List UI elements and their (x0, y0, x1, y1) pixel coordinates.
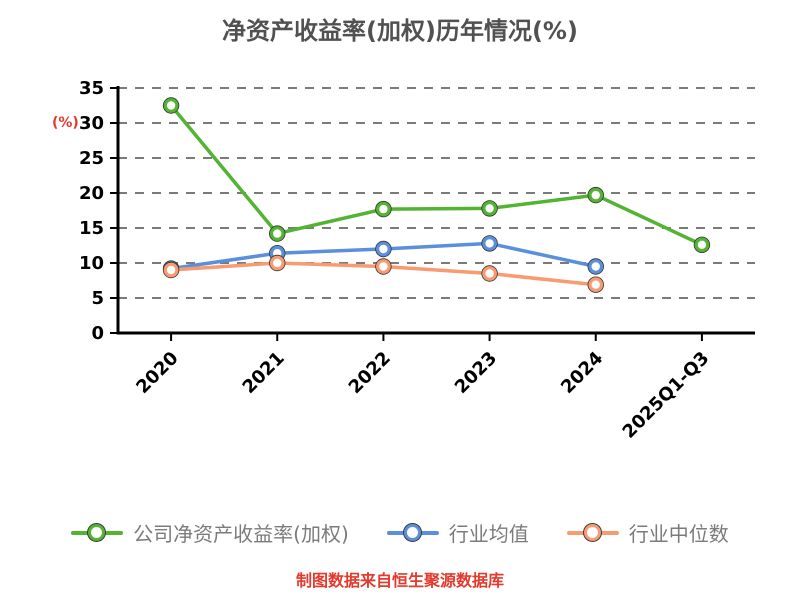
y-tick-label: 30 (79, 113, 104, 134)
legend-item-industry-median: 行业中位数 (566, 518, 729, 547)
data-point (269, 226, 285, 242)
gridlines (118, 87, 755, 299)
x-tick-label: 2022 (345, 348, 395, 398)
legend-dot-swatch (583, 523, 601, 541)
data-point (376, 259, 391, 274)
data-point (588, 277, 604, 293)
data-point (163, 98, 179, 113)
industry-mean-marker-icon (386, 523, 439, 543)
legend-dot-swatch (88, 523, 106, 541)
data-point (588, 187, 604, 203)
y-axis-unit-label: (%) (52, 115, 79, 131)
x-tick-label: 2021 (239, 348, 289, 398)
legend-dot-swatch (403, 523, 421, 541)
x-axis-ticks: 2020 2021 2022 2023 2024 2025Q1-Q3 (132, 333, 713, 443)
legend-item-industry-mean: 行业均值 (386, 518, 529, 547)
data-point (588, 259, 604, 274)
series-lines (162, 97, 711, 293)
x-tick-label: 2025Q1-Q3 (619, 348, 714, 443)
data-point (694, 237, 710, 253)
y-axis-ticks: 0 5 10 15 20 25 30 35 (79, 78, 118, 344)
y-tick-label: 15 (79, 218, 104, 239)
legend-item-company-roe: 公司净资产收益率(加权) (71, 518, 349, 547)
company-roe-marker-icon (71, 523, 124, 543)
y-tick-label: 25 (79, 148, 104, 169)
legend-label: 行业均值 (448, 522, 529, 546)
y-tick-label: 20 (79, 183, 104, 204)
y-tick-label: 10 (79, 253, 104, 274)
data-point (163, 262, 179, 278)
x-tick-label: 2020 (132, 348, 182, 398)
x-tick-label: 2023 (451, 348, 501, 398)
data-source-note: 制图数据来自恒生聚源数据库 (295, 571, 504, 590)
x-tick-label: 2024 (557, 348, 607, 398)
legend-label: 公司净资产收益率(加权) (133, 522, 349, 546)
y-tick-label: 0 (91, 323, 104, 344)
y-tick-label: 35 (79, 78, 104, 99)
y-tick-label: 5 (91, 288, 104, 309)
legend: 公司净资产收益率(加权) 行业均值 行业中位数 (0, 518, 800, 547)
industry-median-marker-icon (566, 523, 619, 543)
series-line (169, 103, 704, 247)
data-point (269, 255, 285, 271)
data-point (482, 235, 497, 251)
plot-area: 0 5 10 15 20 25 30 35 2020 2021 2022 2023 2024 2025Q… (79, 78, 755, 443)
data-point (376, 241, 391, 257)
data-point (376, 201, 391, 217)
legend-label: 行业中位数 (628, 522, 729, 546)
data-point (482, 266, 497, 281)
data-point (482, 200, 497, 216)
chart-title: 净资产收益率(加权)历年情况(%) (222, 17, 578, 45)
